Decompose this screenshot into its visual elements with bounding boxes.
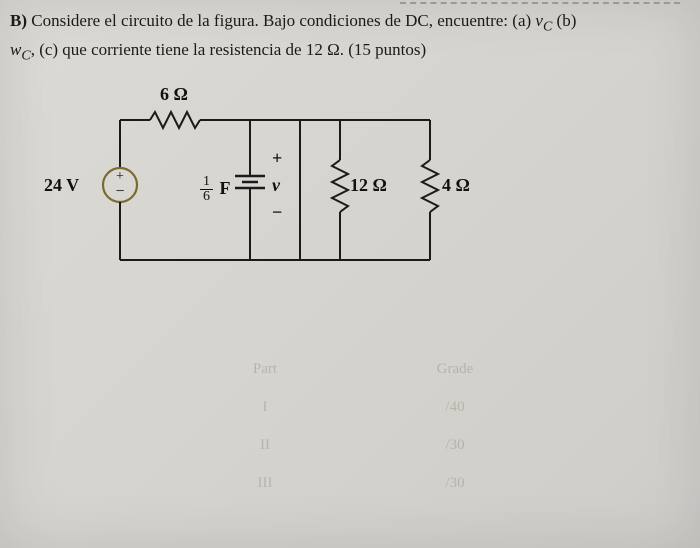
var-vc: vC — [535, 11, 552, 30]
q-line1-end: (b) — [557, 11, 577, 30]
table-header: Part Grade — [170, 350, 550, 388]
part-label: B) — [10, 11, 27, 30]
table-row: III /30 — [170, 464, 550, 502]
question-text: B) Considere el circuito de la figura. B… — [10, 8, 680, 67]
circuit-svg: + − — [100, 90, 500, 290]
faded-grading-table: Part Grade I /40 II /30 III /30 — [170, 350, 550, 502]
page-background: B) Considere el circuito de la figura. B… — [0, 0, 700, 548]
circuit-diagram: 6 Ω 24 V 1 6 F + v − 12 Ω 4 Ω + — [100, 90, 500, 290]
top-dashed-rule — [400, 2, 680, 6]
resistor-icon — [150, 112, 200, 128]
source-label: 24 V — [44, 175, 79, 196]
var-wc: wC — [10, 40, 31, 59]
resistor-icon — [422, 160, 438, 212]
source-plus: + — [116, 169, 124, 184]
resistor-icon — [332, 160, 348, 212]
source-minus: − — [115, 183, 124, 200]
table-row: I /40 — [170, 388, 550, 426]
q-line1: Considere el circuito de la figura. Bajo… — [31, 11, 531, 30]
table-row: II /30 — [170, 426, 550, 464]
q-line2: (c) que corriente tiene la resistencia d… — [39, 40, 426, 59]
